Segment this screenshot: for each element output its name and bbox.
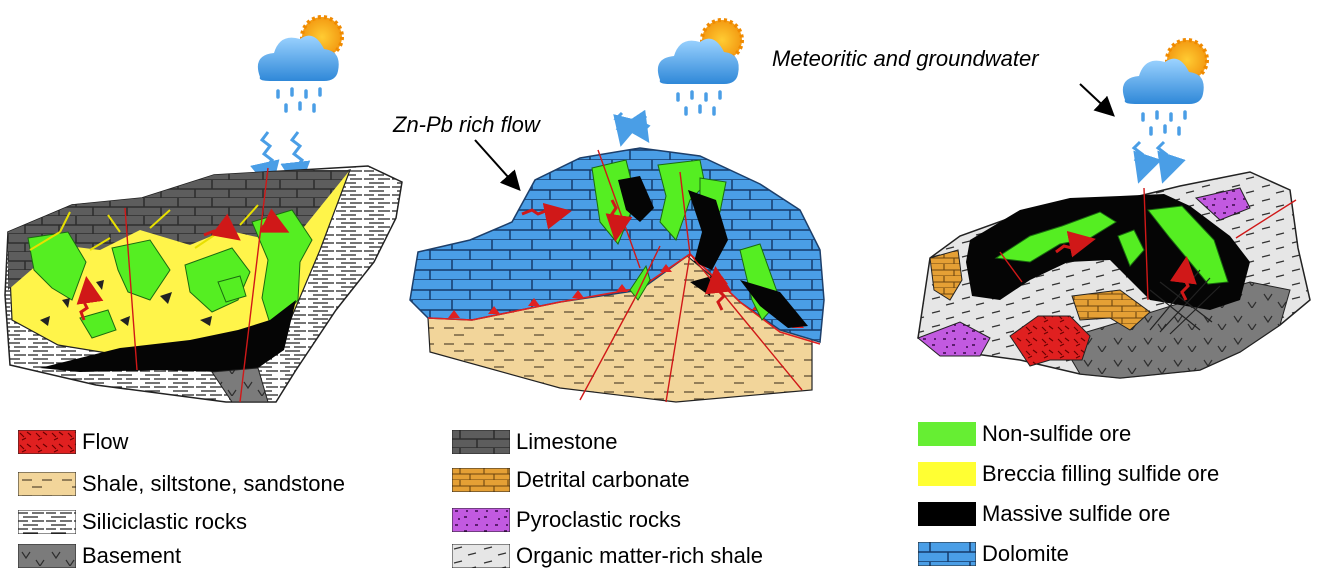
ore-deposit-diagram [4,15,1311,403]
legend-item-non-sulfide: Non-sulfide ore [918,420,1131,448]
zn-pb-flow-pointer [474,139,521,191]
legend-label: Massive sulfide ore [982,501,1171,526]
block-diagram-2 [409,147,825,403]
legend-item-organic-shale: Organic matter-rich shale [452,542,763,570]
legend-label: Basement [82,543,182,568]
meteoritic-groundwater-label: Meteoritic and groundwater [772,46,1039,71]
weather-icon-3 [1122,38,1209,136]
pyroclastic-pattern-icon [452,508,510,532]
breccia-swatch-icon [918,462,976,486]
legend-item-shale: Shale, siltstone, sandstone [18,470,345,498]
block-diagram-3 [917,171,1311,379]
legend-label: Pyroclastic rocks [516,507,682,532]
legend-label: Non-sulfide ore [982,421,1132,446]
shale-pattern-icon [18,472,76,496]
organic-shale-pattern-icon [452,544,510,568]
dolomite-pattern-icon [918,542,976,566]
legend-label: Siliciclastic rocks [82,509,248,534]
basement-pattern-icon [18,544,76,568]
legend-item-flow: Flow [18,428,128,456]
legend-item-massive-sulfide: Massive sulfide ore [918,500,1170,528]
meteoritic-pointer [1079,83,1115,117]
legend-item-dolomite: Dolomite [918,540,1069,568]
legend-label: Detrital carbonate [516,467,690,492]
massive-sulfide-swatch-icon [918,502,976,526]
weather-icon-1 [257,15,344,113]
groundwater-arrows [250,109,1186,192]
legend-item-breccia: Breccia filling sulfide ore [918,460,1219,488]
legend-item-siliciclastic: Siliciclastic rocks [18,508,247,536]
legend-item-basement: Basement [18,542,181,570]
legend-item-pyroclastic: Pyroclastic rocks [452,506,681,534]
legend-label: Dolomite [982,541,1069,566]
zn-pb-flow-label: Zn-Pb rich flow [393,112,540,137]
siliciclastic-pattern-icon [18,510,76,534]
legend-label: Limestone [516,429,618,454]
flow-pattern-icon [18,430,76,454]
legend-item-detrital-carbonate: Detrital carbonate [452,466,690,494]
detrital-carbonate-pattern-icon [452,468,510,492]
weather-icon-2 [657,18,744,116]
legend-label: Organic matter-rich shale [516,543,763,568]
limestone-pattern-icon [452,430,510,454]
non-sulfide-swatch-icon [918,422,976,446]
legend-label: Shale, siltstone, sandstone [82,471,345,496]
legend-item-limestone: Limestone [452,428,618,456]
legend-label: Breccia filling sulfide ore [982,461,1220,486]
legend-label: Flow [82,429,129,454]
block-diagram-1 [4,165,403,403]
